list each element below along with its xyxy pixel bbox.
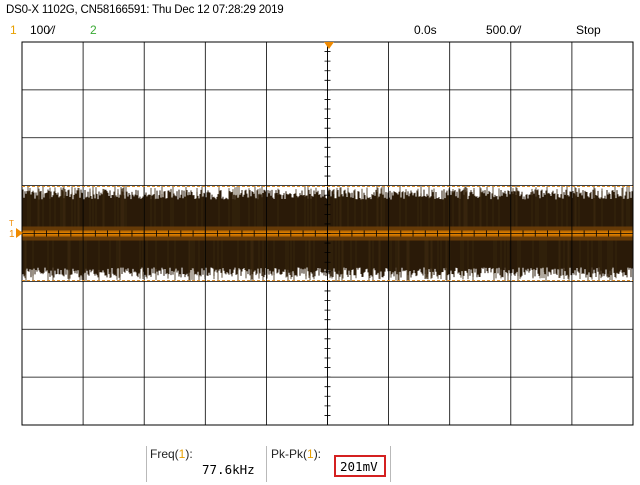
channel1-scale[interactable]: 100∕/: [30, 23, 56, 37]
pkpk-highlight-box: [334, 455, 386, 477]
trigger-level-marker[interactable]: T: [9, 219, 14, 228]
trigger-position-marker[interactable]: [324, 42, 334, 49]
freq-label: Freq(1):: [150, 447, 193, 461]
time-delay[interactable]: 0.0s: [414, 23, 437, 37]
pkpk-value: 201mV: [340, 459, 378, 474]
trigger-position-icon[interactable]: [324, 42, 334, 49]
measurement-divider: [390, 446, 391, 482]
channel2-indicator[interactable]: 2: [90, 23, 97, 37]
time-scale[interactable]: 500.0∕/: [486, 23, 522, 37]
window-title: DS0-X 1102G, CN58166591: Thu Dec 12 07:2…: [6, 4, 284, 16]
pkpk-label: Pk-Pk(1):: [271, 447, 322, 461]
ground-marker-label: 1: [9, 229, 15, 240]
status-bar: 1 100∕/ 2 0.0s 500.0∕/ Stop: [0, 22, 640, 40]
measurement-divider: [266, 446, 267, 482]
trigger-level-label: T: [9, 219, 14, 228]
graticule: [21, 41, 634, 426]
run-state[interactable]: Stop: [576, 23, 601, 37]
measurement-divider: [146, 446, 147, 482]
channel1-ground-marker[interactable]: 1: [9, 228, 23, 240]
freq-value: 77.6kHz: [202, 462, 255, 477]
channel1-indicator[interactable]: 1: [10, 23, 17, 37]
pkpk-cursors: [22, 186, 633, 281]
noise-spikes: [24, 185, 630, 282]
ground-marker-icon[interactable]: [16, 228, 23, 238]
